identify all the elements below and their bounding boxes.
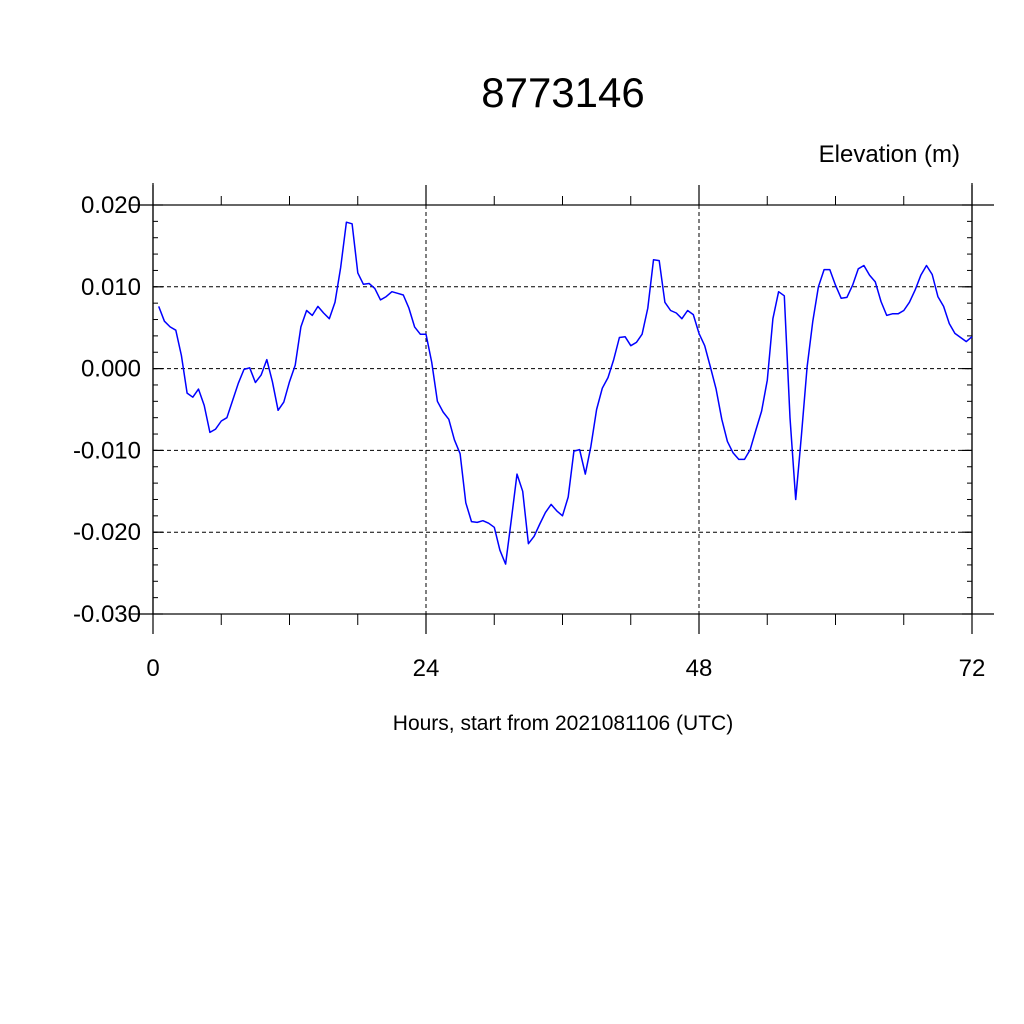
y-tick-label: -0.030 bbox=[73, 601, 141, 628]
x-tick-label: 24 bbox=[413, 655, 440, 682]
y-tick-label: 0.000 bbox=[81, 356, 141, 383]
y-tick-label: 0.010 bbox=[81, 274, 141, 301]
y-tick-label: -0.010 bbox=[73, 437, 141, 464]
grid-lines bbox=[130, 183, 994, 615]
y-axis-label: Elevation (m) bbox=[819, 141, 960, 168]
minor-ticks bbox=[153, 196, 972, 625]
x-axis: 0 24 48 72 bbox=[146, 185, 985, 682]
chart-title: 8773146 bbox=[481, 69, 645, 116]
x-axis-label: Hours, start from 2021081106 (UTC) bbox=[393, 712, 733, 735]
x-tick-label: 0 bbox=[146, 655, 159, 682]
y-tick-label: -0.020 bbox=[73, 519, 141, 546]
elevation-series-line bbox=[158, 221, 973, 565]
y-tick-label: 0.020 bbox=[81, 192, 141, 219]
y-axis: 0.020 0.010 0.000 -0.010 -0.020 -0.030 bbox=[73, 192, 972, 628]
plot-frame bbox=[152, 204, 973, 615]
x-tick-label: 72 bbox=[959, 655, 986, 682]
x-tick-label: 48 bbox=[686, 655, 713, 682]
